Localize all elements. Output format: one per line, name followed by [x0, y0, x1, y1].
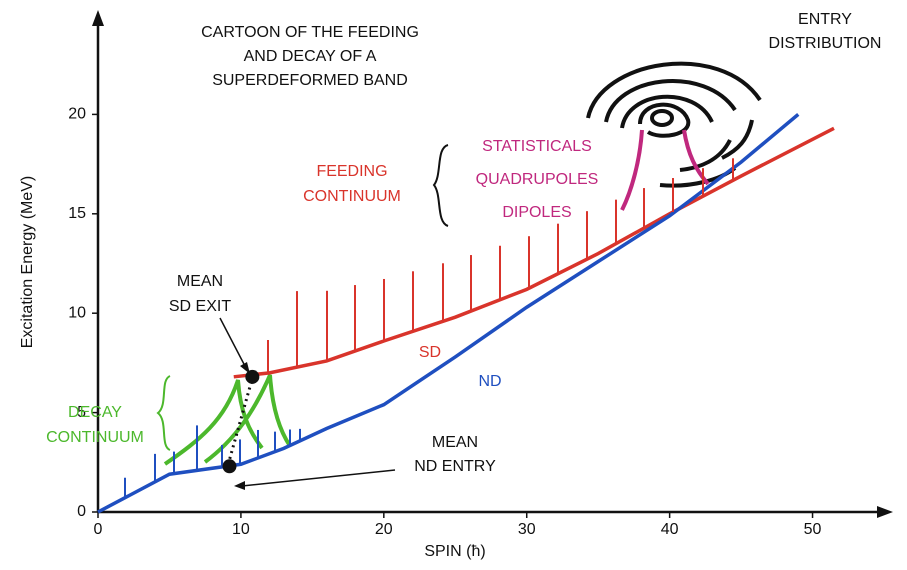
- series-label: SD: [419, 344, 441, 361]
- x-tick-label: 10: [232, 521, 250, 538]
- ring: [650, 109, 674, 127]
- x-axis-arrow: [877, 506, 893, 518]
- annotation: SD EXIT: [169, 298, 231, 315]
- annotation: FEEDING: [316, 163, 387, 180]
- feeding-tail: [682, 129, 710, 186]
- chart-title: SUPERDEFORMED BAND: [212, 72, 408, 89]
- y-tick-label: 10: [68, 304, 86, 321]
- x-axis-label: SPIN (ħ): [424, 543, 485, 560]
- brace: [432, 144, 449, 227]
- ring: [620, 94, 714, 129]
- y-tick-label: 20: [68, 106, 86, 123]
- x-tick-label: 30: [518, 521, 536, 538]
- mean-point: [245, 369, 260, 384]
- arrow: [219, 317, 247, 369]
- annotation: DIPOLES: [502, 204, 571, 221]
- annotation: ENTRY: [798, 11, 852, 28]
- ring: [638, 102, 691, 138]
- annotation: STATISTICALS: [482, 138, 592, 155]
- y-axis-label: Excitation Energy (MeV): [19, 176, 36, 349]
- series-line: [233, 126, 835, 379]
- y-tick-label: 15: [68, 205, 86, 222]
- annotation: CONTINUUM: [46, 429, 144, 446]
- annotation: DECAY: [68, 404, 122, 421]
- arrow: [241, 469, 396, 487]
- decay-curve: [203, 374, 292, 464]
- decay-continuum: [156, 374, 292, 466]
- y-tick-label: 5: [77, 404, 86, 421]
- brace: [156, 375, 171, 451]
- x-tick-label: 20: [375, 521, 393, 538]
- arrow-head: [234, 481, 245, 490]
- annotation: MEAN: [432, 434, 478, 451]
- ring: [586, 61, 762, 119]
- y-axis-arrow: [92, 10, 104, 26]
- x-tick-label: 50: [804, 521, 822, 538]
- annotation: ND ENTRY: [414, 458, 496, 475]
- annotation: CONTINUUM: [303, 188, 401, 205]
- chart-title: CARTOON OF THE FEEDING: [201, 24, 419, 41]
- x-tick-label: 0: [94, 521, 103, 538]
- ring: [721, 119, 754, 160]
- decay-curve: [163, 379, 264, 466]
- annotation: QUADRUPOLES: [476, 171, 599, 188]
- annotation: DISTRIBUTION: [769, 35, 882, 52]
- feeding-tail: [620, 129, 644, 211]
- ring: [604, 79, 737, 123]
- arrow-head: [240, 362, 250, 374]
- mean-point: [222, 459, 237, 474]
- series-label: ND: [478, 373, 501, 390]
- chart-title: AND DECAY OF A: [244, 48, 377, 65]
- annotation: MEAN: [177, 273, 223, 290]
- x-tick-label: 40: [661, 521, 679, 538]
- ring: [679, 139, 732, 172]
- y-tick-label: 0: [77, 503, 86, 520]
